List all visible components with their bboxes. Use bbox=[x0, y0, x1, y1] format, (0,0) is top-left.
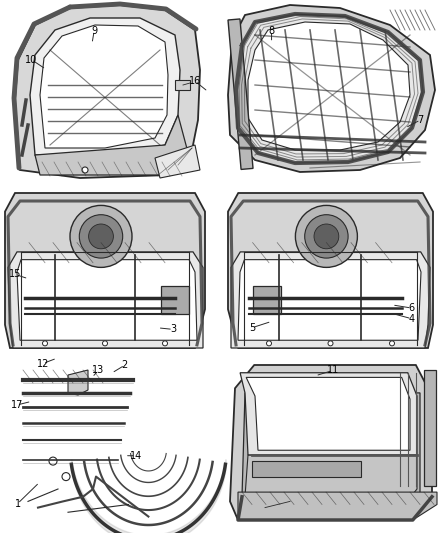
Text: 7: 7 bbox=[417, 115, 424, 125]
Polygon shape bbox=[252, 461, 361, 477]
Circle shape bbox=[49, 457, 57, 465]
Polygon shape bbox=[228, 193, 433, 348]
Text: 12: 12 bbox=[37, 359, 49, 368]
Circle shape bbox=[305, 215, 348, 258]
Circle shape bbox=[102, 341, 107, 346]
Circle shape bbox=[345, 405, 389, 449]
Circle shape bbox=[314, 224, 339, 249]
Polygon shape bbox=[35, 115, 190, 175]
Polygon shape bbox=[228, 5, 435, 172]
Text: 14: 14 bbox=[130, 451, 142, 461]
Circle shape bbox=[162, 341, 167, 346]
Polygon shape bbox=[246, 377, 410, 450]
Text: 4: 4 bbox=[409, 314, 415, 324]
Text: 1: 1 bbox=[14, 499, 21, 508]
Polygon shape bbox=[15, 5, 200, 178]
Circle shape bbox=[42, 341, 47, 346]
Text: 13: 13 bbox=[92, 366, 105, 375]
Polygon shape bbox=[238, 492, 437, 520]
Circle shape bbox=[62, 473, 70, 481]
Text: 3: 3 bbox=[170, 325, 176, 334]
Polygon shape bbox=[40, 25, 168, 148]
Polygon shape bbox=[236, 14, 423, 163]
Circle shape bbox=[79, 215, 123, 258]
Text: 16: 16 bbox=[189, 76, 201, 86]
Polygon shape bbox=[17, 260, 197, 340]
Polygon shape bbox=[245, 455, 417, 515]
Text: 5: 5 bbox=[249, 323, 255, 333]
Polygon shape bbox=[155, 145, 200, 178]
Polygon shape bbox=[30, 18, 180, 155]
Polygon shape bbox=[8, 252, 203, 348]
Polygon shape bbox=[238, 260, 421, 340]
Circle shape bbox=[389, 341, 395, 346]
Polygon shape bbox=[68, 370, 88, 395]
Circle shape bbox=[328, 341, 333, 346]
Bar bbox=[424, 370, 436, 486]
Polygon shape bbox=[242, 393, 420, 515]
Polygon shape bbox=[230, 365, 432, 520]
Text: 11: 11 bbox=[327, 366, 339, 375]
Text: 15: 15 bbox=[9, 270, 21, 279]
Text: 9: 9 bbox=[91, 26, 97, 36]
Polygon shape bbox=[240, 373, 417, 455]
Polygon shape bbox=[248, 22, 410, 150]
Bar bbox=[228, 19, 253, 169]
Circle shape bbox=[82, 167, 88, 173]
Text: 6: 6 bbox=[409, 303, 415, 313]
Text: 2: 2 bbox=[122, 360, 128, 370]
Circle shape bbox=[266, 341, 272, 346]
Circle shape bbox=[70, 205, 132, 268]
FancyBboxPatch shape bbox=[175, 80, 190, 90]
Polygon shape bbox=[5, 193, 205, 348]
Bar bbox=[161, 286, 189, 314]
Circle shape bbox=[354, 414, 381, 440]
Circle shape bbox=[88, 224, 113, 249]
Text: 17: 17 bbox=[11, 400, 23, 410]
Circle shape bbox=[295, 205, 357, 268]
Text: 8: 8 bbox=[268, 26, 275, 36]
Bar bbox=[253, 286, 281, 314]
Text: 10: 10 bbox=[25, 55, 38, 64]
Polygon shape bbox=[231, 252, 430, 348]
